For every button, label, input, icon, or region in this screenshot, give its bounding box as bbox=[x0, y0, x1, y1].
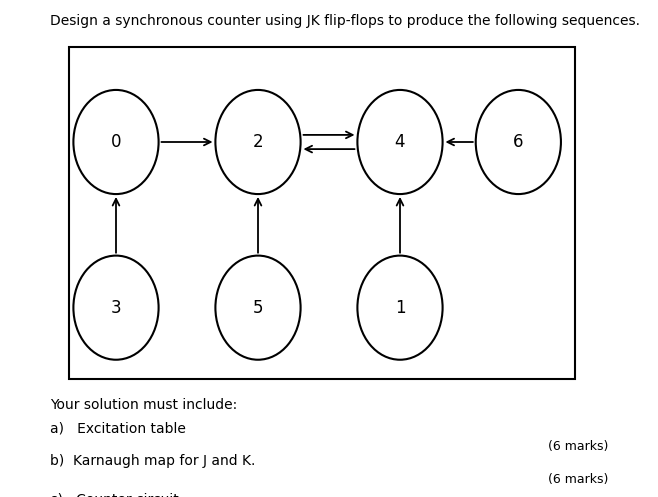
Text: 4: 4 bbox=[395, 133, 405, 151]
Ellipse shape bbox=[476, 90, 561, 194]
Text: (6 marks): (6 marks) bbox=[548, 473, 608, 487]
Text: b)  Karnaugh map for J and K.: b) Karnaugh map for J and K. bbox=[50, 454, 255, 468]
Ellipse shape bbox=[215, 90, 301, 194]
Ellipse shape bbox=[74, 255, 159, 360]
Text: c)   Counter circuit: c) Counter circuit bbox=[50, 492, 178, 497]
Text: Your solution must include:: Your solution must include: bbox=[50, 398, 237, 412]
Ellipse shape bbox=[357, 90, 443, 194]
Ellipse shape bbox=[357, 255, 443, 360]
Text: a)   Excitation table: a) Excitation table bbox=[50, 421, 186, 435]
Text: Design a synchronous counter using JK flip-flops to produce the following sequen: Design a synchronous counter using JK fl… bbox=[50, 14, 640, 28]
Bar bbox=[68, 47, 575, 379]
Text: 1: 1 bbox=[395, 299, 405, 317]
Ellipse shape bbox=[74, 90, 159, 194]
Text: (6 marks): (6 marks) bbox=[548, 440, 608, 453]
Text: 3: 3 bbox=[111, 299, 121, 317]
Text: 5: 5 bbox=[253, 299, 263, 317]
Text: 2: 2 bbox=[253, 133, 263, 151]
Ellipse shape bbox=[215, 255, 301, 360]
Text: 0: 0 bbox=[111, 133, 121, 151]
Text: 6: 6 bbox=[513, 133, 524, 151]
